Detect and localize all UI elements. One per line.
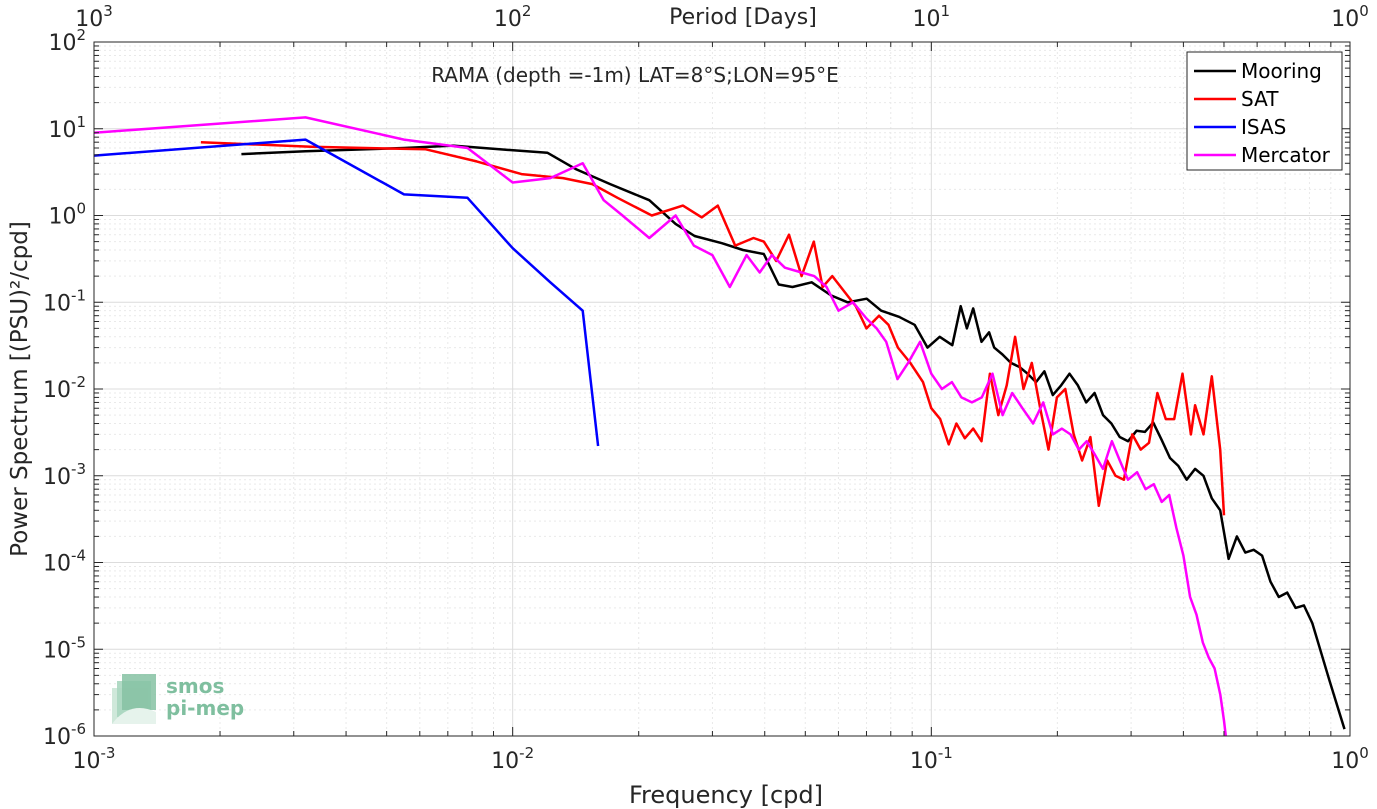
series-line-isas <box>93 138 600 447</box>
logo-text-line1: smos <box>166 674 224 698</box>
top-tick-label: 100 <box>1331 2 1369 32</box>
x-tick-label: 100 <box>1331 744 1369 774</box>
x-axis-label: Frequency [cpd] <box>629 781 823 809</box>
y-axis-label: Power Spectrum [(PSU)²/cpd] <box>7 221 33 557</box>
legend-label-mercator: Mercator <box>1241 143 1331 167</box>
y-tick-label: 10-2 <box>43 373 86 403</box>
chart-title: RAMA (depth =-1m) LAT=8°S;LON=95°E <box>431 63 839 87</box>
x-tick-labels: 10-3 10-2 10-1 100 <box>73 744 1369 774</box>
logo-text-line2: pi-mep <box>166 696 244 720</box>
top-axis-label: Period [Days] <box>669 5 817 30</box>
legend: Mooring SAT ISAS Mercator <box>1186 51 1343 171</box>
y-tick-label: 10-5 <box>43 633 86 663</box>
y-tick-label: 10-6 <box>43 720 86 750</box>
top-period-tick-labels: 103 102 101 100 <box>75 2 1369 32</box>
series-line-sat <box>200 140 1226 516</box>
y-tick-label: 102 <box>48 26 86 56</box>
y-tick-label: 100 <box>48 200 86 230</box>
top-tick-label: 101 <box>913 2 951 32</box>
series-lines <box>93 116 1346 737</box>
x-tick-label: 10-2 <box>491 744 534 774</box>
logo-emblem <box>112 674 156 724</box>
y-tick-label: 10-4 <box>43 547 86 577</box>
series-line-mercator <box>93 116 1228 737</box>
y-tick-label: 10-1 <box>43 286 86 316</box>
x-tick-label: 10-1 <box>910 744 953 774</box>
top-tick-label: 103 <box>75 2 113 32</box>
minor-grid <box>94 42 1350 736</box>
axis-ticks <box>93 41 1351 737</box>
y-tick-labels: 10-6 10-5 10-4 10-3 10-2 10-1 100 101 102 <box>43 26 86 750</box>
top-tick-label: 102 <box>494 2 532 32</box>
smos-pimep-logo: smos pi-mep <box>112 674 244 724</box>
legend-label-sat: SAT <box>1241 87 1279 111</box>
x-tick-label: 10-3 <box>73 744 116 774</box>
legend-label-mooring: Mooring <box>1241 59 1322 83</box>
series-line-mooring <box>241 144 1346 730</box>
y-tick-label: 101 <box>48 113 86 143</box>
legend-label-isas: ISAS <box>1241 115 1286 139</box>
y-tick-label: 10-3 <box>43 460 86 490</box>
